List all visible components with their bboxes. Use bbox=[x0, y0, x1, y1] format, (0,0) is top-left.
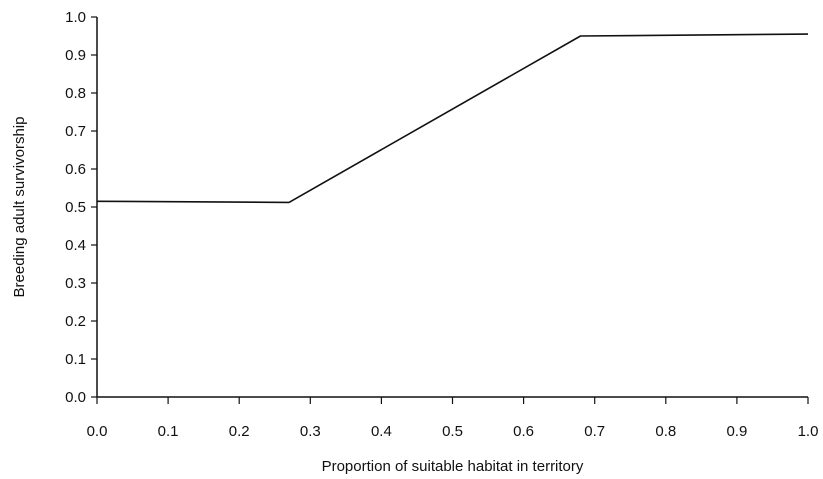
y-tick-label: 0.0 bbox=[65, 389, 86, 406]
y-tick-label: 0.2 bbox=[65, 313, 86, 330]
x-tick-label: 0.7 bbox=[584, 423, 605, 440]
series-lines bbox=[96, 33, 809, 204]
x-tick-label: 0.8 bbox=[655, 423, 676, 440]
x-tick-label: 0.3 bbox=[300, 423, 321, 440]
y-tick-label: 0.6 bbox=[65, 161, 86, 178]
x-tick-label: 0.4 bbox=[371, 423, 392, 440]
x-tick-label: 0.0 bbox=[87, 423, 108, 440]
y-tick-label: 0.5 bbox=[65, 199, 86, 216]
y-tick-label: 0.8 bbox=[65, 85, 86, 102]
y-tick-label: 0.9 bbox=[65, 47, 86, 64]
x-tick-label: 1.0 bbox=[798, 423, 819, 440]
x-tick-label: 0.5 bbox=[442, 423, 463, 440]
y-tick-label: 0.3 bbox=[65, 275, 86, 292]
y-tick-label: 0.1 bbox=[65, 351, 86, 368]
y-axis: 0.0 0.1 0.2 0.3 0.4 0.5 0.6 0.7 0.8 0.9 1.0 bbox=[65, 9, 98, 406]
y-tick-label: 0.7 bbox=[65, 123, 86, 140]
series-line-0 bbox=[96, 33, 809, 204]
x-tick-label: 0.2 bbox=[229, 423, 250, 440]
x-tick-label: 0.9 bbox=[726, 423, 747, 440]
x-axis: 0.0 0.1 0.2 0.3 0.4 0.5 0.6 0.7 0.8 0.9 1.0 bbox=[87, 396, 819, 440]
x-tick-label: 0.6 bbox=[513, 423, 534, 440]
x-axis-title: Proportion of suitable habitat in territ… bbox=[322, 458, 584, 475]
y-tick-label: 1.0 bbox=[65, 9, 86, 26]
y-axis-title: Breeding adult survivorship bbox=[11, 117, 28, 298]
y-tick-label: 0.4 bbox=[65, 237, 86, 254]
x-tick-label: 0.1 bbox=[158, 423, 179, 440]
